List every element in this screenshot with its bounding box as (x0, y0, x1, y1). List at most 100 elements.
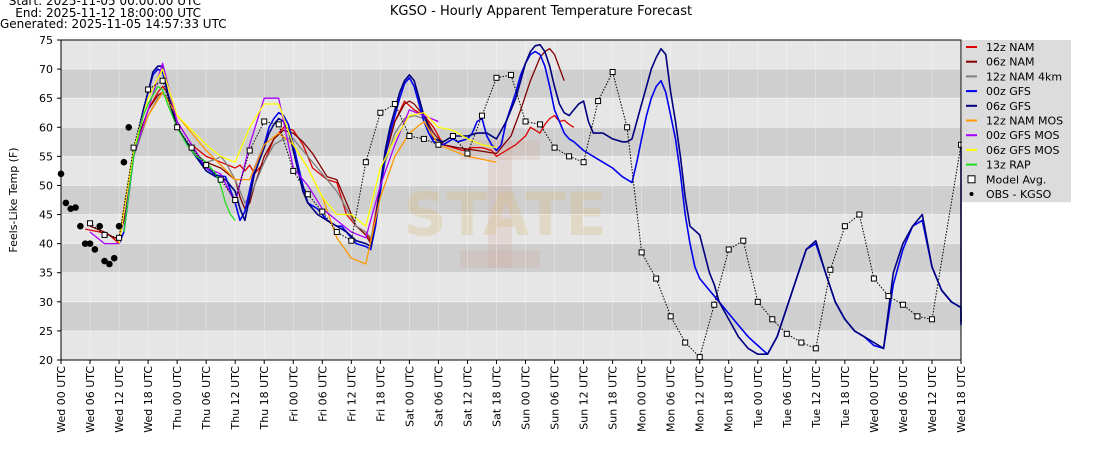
model-avg-marker (827, 266, 834, 273)
plot-band (61, 243, 961, 273)
legend-label: 13z RAP (986, 159, 1031, 172)
obs-point (62, 199, 70, 207)
x-tick-label: Sat 06 UTC (432, 366, 445, 427)
header-info: Start: 2025-11-05 00:00:00 UTC End: 2025… (0, 0, 227, 31)
model-avg-marker (246, 147, 253, 154)
model-avg-marker (624, 124, 631, 131)
x-tick-label: Fri 06 UTC (316, 366, 329, 422)
x-tick-label: Wed 00 UTC (55, 366, 68, 433)
plot-band (61, 185, 961, 215)
x-tick-label: Sun 00 UTC (520, 366, 533, 430)
model-avg-marker (508, 71, 514, 78)
model-avg-marker (304, 191, 311, 198)
y-tick-label: 25 (39, 325, 53, 338)
axes: 20 25 30 35 40 45 50 55 60 65 70 75 Wed 00 UTC Wed 06… (39, 34, 968, 433)
model-avg-marker (362, 159, 369, 166)
model-avg-marker (899, 301, 906, 308)
model-avg-marker (667, 313, 674, 320)
obs-point (106, 260, 113, 268)
end-value: 2025-11-12 18:00:00 UTC (45, 5, 201, 20)
model-avg-marker (464, 150, 471, 157)
x-tick-label: Thu 06 UTC (200, 366, 213, 431)
y-tick-label: 45 (39, 209, 53, 222)
model-avg-marker (740, 237, 747, 244)
model-avg-marker (754, 298, 761, 305)
x-tick-label: Tue 18 UTC (839, 366, 852, 429)
generated-line: Generated: 2025-11-05 14:57:33 UTC (0, 17, 227, 31)
model-avg-marker (130, 144, 137, 151)
model-avg-marker (319, 208, 326, 215)
model-avg-marker (101, 231, 108, 238)
model-avg-marker (812, 345, 819, 352)
x-tick-label: Sun 12 UTC (578, 366, 591, 430)
model-avg-marker (711, 301, 718, 308)
model-avg-marker (261, 118, 268, 125)
model-avg-marker (391, 101, 398, 107)
model-avg-marker (116, 234, 123, 241)
x-tick-label: Wed 12 UTC (926, 366, 939, 433)
legend-swatch (967, 175, 976, 184)
x-tick-label: Sat 12 UTC (461, 366, 474, 427)
model-avg-marker (682, 339, 689, 346)
x-tick-label: Sun 06 UTC (549, 366, 562, 430)
obs-point (91, 246, 99, 253)
plot-band (61, 272, 961, 302)
y-tick-label: 35 (39, 267, 53, 280)
x-tick-label: Sat 00 UTC (403, 366, 416, 427)
series-line (123, 85, 236, 233)
model-avg-marker (769, 316, 776, 323)
model-avg-marker (580, 159, 587, 166)
model-avg-marker (595, 98, 602, 105)
model-avg-marker (638, 249, 645, 256)
plot-band (61, 330, 961, 360)
series-line (147, 43, 962, 355)
obs-point (125, 123, 133, 131)
plot-frame (60, 39, 962, 361)
obs-point (115, 222, 123, 230)
plot-band (61, 214, 961, 244)
plot-band (61, 127, 961, 157)
x-tick-label: Tue 12 UTC (810, 366, 823, 429)
plot-band (61, 98, 961, 128)
series-group (57, 43, 964, 361)
legend-label: 12z NAM MOS (986, 115, 1063, 128)
legend-label: 12z NAM (986, 41, 1035, 54)
model-avg-marker (914, 313, 921, 320)
plot-background (61, 40, 961, 360)
legend-swatch (969, 192, 974, 196)
series-line (118, 68, 497, 244)
model-avg-marker (420, 135, 427, 142)
y-tick-label: 75 (39, 34, 53, 47)
legend-label: 00z GFS MOS (986, 129, 1060, 142)
model-avg-marker (928, 316, 935, 323)
x-tick-label: Thu 18 UTC (258, 366, 271, 431)
plot-band (61, 301, 961, 331)
watermark-text: STATE (403, 180, 606, 250)
obs-point (101, 257, 108, 265)
y-axis-label: Feels-Like Temp (F) (7, 147, 20, 252)
x-tick-label: Mon 06 UTC (665, 366, 678, 432)
end-line: End: 2025-11-12 18:00:00 UTC (15, 5, 201, 20)
model-avg-marker (885, 293, 892, 299)
obs-point (110, 254, 118, 262)
x-tick-label: Mon 12 UTC (694, 366, 707, 432)
legend-label: 06z GFS (986, 100, 1031, 113)
model-avg-marker (566, 153, 573, 160)
obs-point (120, 158, 128, 166)
legend-label: 00z GFS (986, 85, 1031, 98)
generated-value: 2025-11-05 14:57:33 UTC (71, 17, 227, 31)
model-avg-marker (537, 121, 544, 128)
model-avg-marker (87, 220, 94, 227)
x-tick-label: Wed 12 UTC (113, 366, 126, 433)
model-avg-marker (696, 354, 703, 361)
model-avg-marker (203, 162, 210, 169)
model-avg-marker (217, 176, 224, 183)
x-tick-label: Wed 06 UTC (897, 366, 910, 433)
model-avg-marker (377, 109, 384, 116)
x-tick-label: Wed 06 UTC (84, 366, 97, 433)
model-avg-marker (478, 112, 485, 119)
series-line (89, 71, 962, 358)
model-avg-marker (174, 124, 181, 131)
model-avg-marker (725, 246, 732, 253)
x-tick-label: Fri 12 UTC (345, 366, 358, 422)
